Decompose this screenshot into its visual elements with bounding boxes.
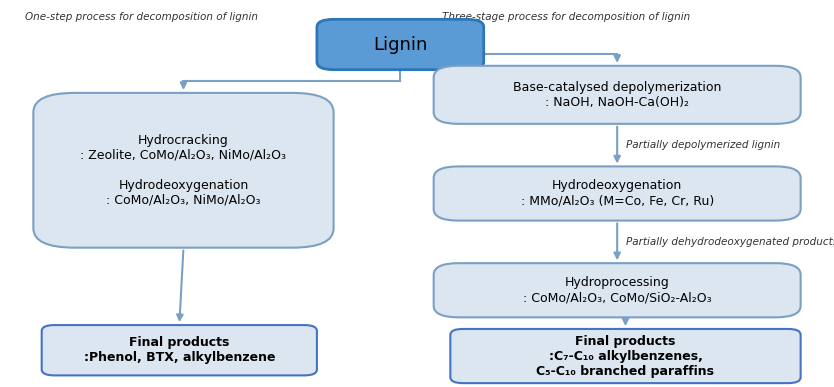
FancyBboxPatch shape [33,93,334,248]
FancyBboxPatch shape [42,325,317,375]
Text: Partially dehydrodeoxygenated products: Partially dehydrodeoxygenated products [626,237,834,247]
FancyBboxPatch shape [434,66,801,124]
Text: Hydrodeoxygenation
: MMo/Al₂O₃ (M=Co, Fe, Cr, Ru): Hydrodeoxygenation : MMo/Al₂O₃ (M=Co, Fe… [520,180,714,207]
FancyBboxPatch shape [434,166,801,221]
Text: Three-stage process for decomposition of lignin: Three-stage process for decomposition of… [442,12,691,22]
Text: Final products
:C₇-C₁₀ alkylbenzenes,
C₅-C₁₀ branched paraffins: Final products :C₇-C₁₀ alkylbenzenes, C₅… [536,334,715,378]
Text: Final products
:Phenol, BTX, alkylbenzene: Final products :Phenol, BTX, alkylbenzen… [83,336,275,364]
Text: One-step process for decomposition of lignin: One-step process for decomposition of li… [25,12,258,22]
Text: Partially depolymerized lignin: Partially depolymerized lignin [626,140,780,150]
FancyBboxPatch shape [450,329,801,383]
Text: Hydrocracking
: Zeolite, CoMo/Al₂O₃, NiMo/Al₂O₃

Hydrodeoxygenation
: CoMo/Al₂O₃: Hydrocracking : Zeolite, CoMo/Al₂O₃, NiM… [80,134,287,207]
FancyBboxPatch shape [317,19,484,70]
FancyBboxPatch shape [434,263,801,317]
Text: Base-catalysed depolymerization
: NaOH, NaOH-Ca(OH)₂: Base-catalysed depolymerization : NaOH, … [513,81,721,109]
Text: Hydroprocessing
: CoMo/Al₂O₃, CoMo/SiO₂-Al₂O₃: Hydroprocessing : CoMo/Al₂O₃, CoMo/SiO₂-… [523,276,711,304]
Text: Lignin: Lignin [373,36,428,53]
